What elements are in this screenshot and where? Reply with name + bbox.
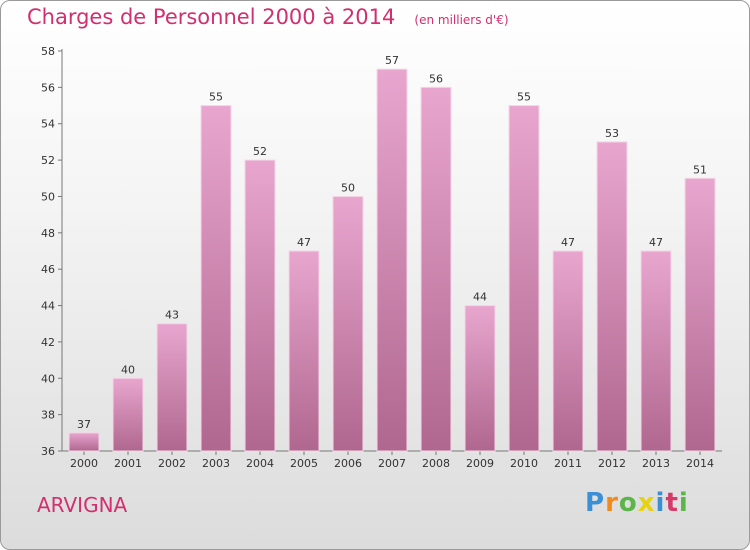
y-tick-label: 38 xyxy=(41,409,55,422)
data-label: 47 xyxy=(561,236,575,249)
x-tick-label: 2011 xyxy=(554,457,582,470)
x-tick-label: 2012 xyxy=(598,457,626,470)
y-tick-label: 50 xyxy=(41,190,55,203)
bar xyxy=(420,86,452,452)
bar xyxy=(332,195,364,452)
bar xyxy=(156,323,188,452)
x-tick-label: 2007 xyxy=(378,457,406,470)
bar xyxy=(684,177,716,452)
y-tick-label: 36 xyxy=(41,445,55,458)
bar xyxy=(68,432,100,452)
data-label: 53 xyxy=(605,127,619,140)
logo-letter: x xyxy=(637,488,656,518)
bar xyxy=(244,159,276,452)
logo-letter: i xyxy=(678,488,689,518)
y-tick-label: 52 xyxy=(41,154,55,167)
data-label: 52 xyxy=(253,145,267,158)
y-tick-label: 46 xyxy=(41,263,55,276)
y-tick-label: 56 xyxy=(41,81,55,94)
data-label: 55 xyxy=(517,91,531,104)
bar xyxy=(376,68,408,452)
x-tick-label: 2013 xyxy=(642,457,670,470)
proxiti-logo: Proxiti xyxy=(585,488,689,518)
bar xyxy=(640,250,672,452)
chart-title: Charges de Personnel 2000 à 2014 xyxy=(27,5,396,29)
data-label: 47 xyxy=(649,236,663,249)
chart-axes: 36 38 40 42 44 46 48 50 52 54 56 58 2000 2001 2002 2003… xyxy=(41,45,722,470)
data-label: 37 xyxy=(77,418,91,431)
bar xyxy=(596,141,628,452)
x-tick-label: 2001 xyxy=(114,457,142,470)
x-tick-label: 2002 xyxy=(158,457,186,470)
y-tick-label: 58 xyxy=(41,45,55,58)
x-tick-label: 2008 xyxy=(422,457,450,470)
y-tick-label: 44 xyxy=(41,300,55,313)
bar xyxy=(464,305,496,452)
x-tick-label: 2009 xyxy=(466,457,494,470)
data-label: 55 xyxy=(209,91,223,104)
x-tick-label: 2004 xyxy=(246,457,274,470)
y-tick-label: 54 xyxy=(41,118,55,131)
chart-data-labels: 37 40 43 55 52 47 50 57 56 44 55 47 53 47 51 xyxy=(77,54,707,431)
y-tick-label: 42 xyxy=(41,336,55,349)
logo-letter: t xyxy=(665,488,679,518)
bar xyxy=(200,105,232,452)
data-label: 44 xyxy=(473,291,487,304)
logo-letter: i xyxy=(655,488,666,518)
data-label: 51 xyxy=(693,163,707,176)
bar xyxy=(552,250,584,452)
commune-name: ARVIGNA xyxy=(37,493,128,517)
x-tick-label: 2010 xyxy=(510,457,538,470)
logo-letter: o xyxy=(618,488,638,518)
x-tick-label: 2005 xyxy=(290,457,318,470)
chart-bars xyxy=(68,68,716,452)
chart-subtitle: (en milliers d'€) xyxy=(414,13,509,27)
x-tick-label: 2006 xyxy=(334,457,362,470)
data-label: 56 xyxy=(429,72,443,85)
bar xyxy=(112,377,144,452)
logo-letter: P xyxy=(585,488,606,518)
bar xyxy=(508,105,540,452)
x-tick-label: 2000 xyxy=(70,457,98,470)
y-tick-label: 40 xyxy=(41,372,55,385)
y-tick-label: 48 xyxy=(41,227,55,240)
x-tick-label: 2003 xyxy=(202,457,230,470)
data-label: 43 xyxy=(165,309,179,322)
x-tick-label: 2014 xyxy=(686,457,714,470)
chart-title-block: Charges de Personnel 2000 à 2014 (en mil… xyxy=(27,5,509,29)
data-label: 57 xyxy=(385,54,399,67)
bar xyxy=(288,250,320,452)
logo-letter: r xyxy=(605,488,619,518)
data-label: 50 xyxy=(341,181,355,194)
data-label: 40 xyxy=(121,363,135,376)
data-label: 47 xyxy=(297,236,311,249)
